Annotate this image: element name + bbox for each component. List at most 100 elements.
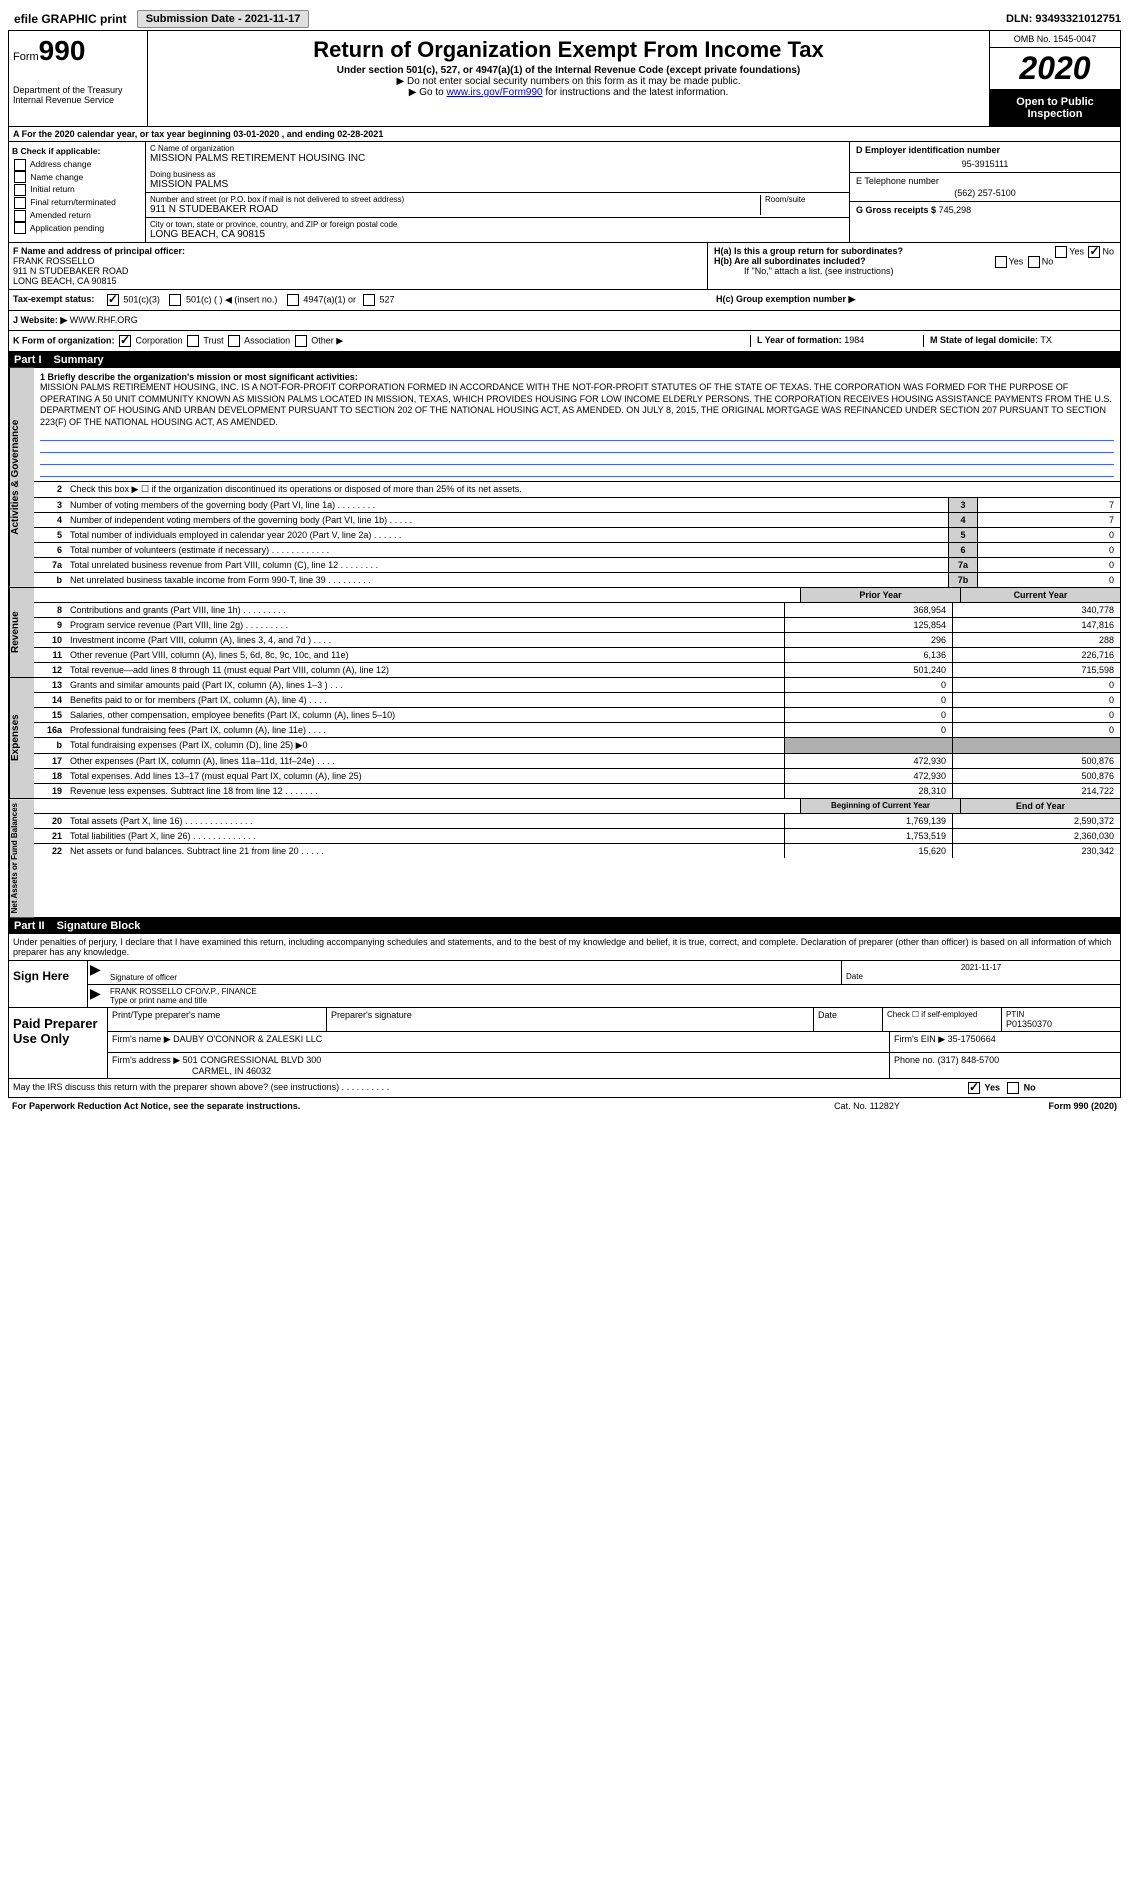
- table-row: 22Net assets or fund balances. Subtract …: [34, 844, 1120, 858]
- blue-line: [40, 441, 1114, 453]
- table-row: 3Number of voting members of the governi…: [34, 498, 1120, 513]
- dba-value: MISSION PALMS: [150, 179, 845, 190]
- table-row: 21Total liabilities (Part X, line 26) . …: [34, 829, 1120, 844]
- omb-number: OMB No. 1545-0047: [990, 31, 1120, 48]
- beginning-year-header: Beginning of Current Year: [800, 799, 960, 813]
- 527-checkbox[interactable]: [363, 294, 375, 306]
- name-label: C Name of organization: [150, 144, 845, 153]
- colb-item: Final return/terminated: [12, 196, 142, 209]
- current-year-header: Current Year: [960, 588, 1120, 602]
- 501c3-checkbox[interactable]: [107, 294, 119, 306]
- arrow-icon: ▶: [88, 961, 106, 984]
- ha-yes-checkbox[interactable]: [1055, 246, 1067, 258]
- principal-officer: F Name and address of principal officer:…: [9, 243, 708, 289]
- sign-here-label: Sign Here: [9, 961, 88, 1007]
- info-grid: B Check if applicable: Address change Na…: [8, 142, 1121, 243]
- end-year-header: End of Year: [960, 799, 1120, 813]
- preparer-label: Paid Preparer Use Only: [9, 1008, 108, 1078]
- table-row: 14Benefits paid to or for members (Part …: [34, 693, 1120, 708]
- header-left: Form990 Department of the Treasury Inter…: [9, 31, 148, 126]
- table-row: 10Investment income (Part VIII, column (…: [34, 633, 1120, 648]
- table-row: bNet unrelated business taxable income f…: [34, 573, 1120, 587]
- colb-checkbox[interactable]: [14, 222, 26, 234]
- mission-text: MISSION PALMS RETIREMENT HOUSING, INC. I…: [40, 382, 1114, 429]
- revenue-section: Revenue Prior Year Current Year 8Contrib…: [8, 588, 1121, 678]
- period-row: A For the 2020 calendar year, or tax yea…: [8, 127, 1121, 142]
- open-public-badge: Open to Public Inspection: [990, 90, 1120, 126]
- col-c: C Name of organization MISSION PALMS RET…: [146, 142, 850, 242]
- perjury-text: Under penalties of perjury, I declare th…: [8, 934, 1121, 961]
- trust-checkbox[interactable]: [187, 335, 199, 347]
- table-row: 5Total number of individuals employed in…: [34, 528, 1120, 543]
- instructions-link[interactable]: www.irs.gov/Form990: [446, 87, 542, 98]
- table-row: 7aTotal unrelated business revenue from …: [34, 558, 1120, 573]
- blue-line: [40, 429, 1114, 441]
- street-value: 911 N STUDEBAKER ROAD: [150, 204, 760, 215]
- city-label: City or town, state or province, country…: [150, 220, 845, 229]
- table-row: 15Salaries, other compensation, employee…: [34, 708, 1120, 723]
- org-name: MISSION PALMS RETIREMENT HOUSING INC: [150, 153, 845, 164]
- colb-checkbox[interactable]: [14, 184, 26, 196]
- table-row: 6Total number of volunteers (estimate if…: [34, 543, 1120, 558]
- corp-checkbox[interactable]: [119, 335, 131, 347]
- col-d: D Employer identification number 95-3915…: [850, 142, 1120, 242]
- discuss-yes-checkbox[interactable]: [968, 1082, 980, 1094]
- table-row: 12Total revenue—add lines 8 through 11 (…: [34, 663, 1120, 677]
- hb-yes-checkbox[interactable]: [995, 256, 1007, 268]
- form-subtitle: Under section 501(c), 527, or 4947(a)(1)…: [152, 65, 985, 76]
- phone-label: E Telephone number: [856, 176, 1114, 186]
- arrow-icon: ▶: [88, 985, 106, 1007]
- table-row: 9Program service revenue (Part VIII, lin…: [34, 618, 1120, 633]
- activities-side-label: Activities & Governance: [9, 368, 34, 587]
- netassets-side-label: Net Assets or Fund Balances: [9, 799, 34, 917]
- form-title: Return of Organization Exempt From Incom…: [152, 37, 985, 63]
- colb-item: Amended return: [12, 209, 142, 222]
- row-i: Tax-exempt status: 501(c)(3) 501(c) ( ) …: [8, 290, 1121, 311]
- dba-label: Doing business as: [150, 170, 845, 179]
- website-value: WWW.RHF.ORG: [70, 315, 138, 325]
- hb-no-checkbox[interactable]: [1028, 256, 1040, 268]
- col-b-label: B Check if applicable:: [12, 145, 142, 158]
- ein-label: D Employer identification number: [856, 145, 1114, 155]
- revenue-side-label: Revenue: [9, 588, 34, 677]
- street-label: Number and street (or P.O. box if mail i…: [150, 195, 760, 204]
- ein-value: 95-3915111: [856, 155, 1114, 169]
- submission-date-btn[interactable]: Submission Date - 2021-11-17: [137, 10, 310, 28]
- expenses-side-label: Expenses: [9, 678, 34, 798]
- blue-line: [40, 453, 1114, 465]
- ha-no-checkbox[interactable]: [1088, 246, 1100, 258]
- discuss-row: May the IRS discuss this return with the…: [8, 1079, 1121, 1098]
- preparer-block: Paid Preparer Use Only Print/Type prepar…: [8, 1008, 1121, 1079]
- colb-item: Initial return: [12, 183, 142, 196]
- room-label: Room/suite: [765, 195, 845, 204]
- other-checkbox[interactable]: [295, 335, 307, 347]
- colb-checkbox[interactable]: [14, 171, 26, 183]
- assoc-checkbox[interactable]: [228, 335, 240, 347]
- header-center: Return of Organization Exempt From Incom…: [148, 31, 989, 126]
- table-row: 19Revenue less expenses. Subtract line 1…: [34, 784, 1120, 798]
- top-bar: efile GRAPHIC print Submission Date - 20…: [8, 8, 1121, 31]
- table-row: 17Other expenses (Part IX, column (A), l…: [34, 754, 1120, 769]
- expenses-section: Expenses 13Grants and similar amounts pa…: [8, 678, 1121, 799]
- 4947-checkbox[interactable]: [287, 294, 299, 306]
- colb-checkbox[interactable]: [14, 197, 26, 209]
- activities-section: Activities & Governance 1 Briefly descri…: [8, 368, 1121, 588]
- table-row: 13Grants and similar amounts paid (Part …: [34, 678, 1120, 693]
- netassets-section: Net Assets or Fund Balances Beginning of…: [8, 799, 1121, 918]
- discuss-no-checkbox[interactable]: [1007, 1082, 1019, 1094]
- sign-block: Sign Here ▶ Signature of officer 2021-11…: [8, 961, 1121, 1008]
- row-k: K Form of organization: Corporation Trus…: [8, 331, 1121, 352]
- table-row: bTotal fundraising expenses (Part IX, co…: [34, 738, 1120, 754]
- tax-year: 2020: [990, 48, 1120, 90]
- header-right: OMB No. 1545-0047 2020 Open to Public In…: [989, 31, 1120, 126]
- colb-checkbox[interactable]: [14, 210, 26, 222]
- dln: DLN: 93493321012751: [1006, 13, 1121, 25]
- col-b: B Check if applicable: Address change Na…: [9, 142, 146, 242]
- table-row: 16aProfessional fundraising fees (Part I…: [34, 723, 1120, 738]
- table-row: 11Other revenue (Part VIII, column (A), …: [34, 648, 1120, 663]
- efile-label: efile GRAPHIC print: [8, 10, 133, 28]
- colb-checkbox[interactable]: [14, 159, 26, 171]
- table-row: 20Total assets (Part X, line 16) . . . .…: [34, 814, 1120, 829]
- bottom-row: For Paperwork Reduction Act Notice, see …: [8, 1098, 1121, 1114]
- 501c-checkbox[interactable]: [169, 294, 181, 306]
